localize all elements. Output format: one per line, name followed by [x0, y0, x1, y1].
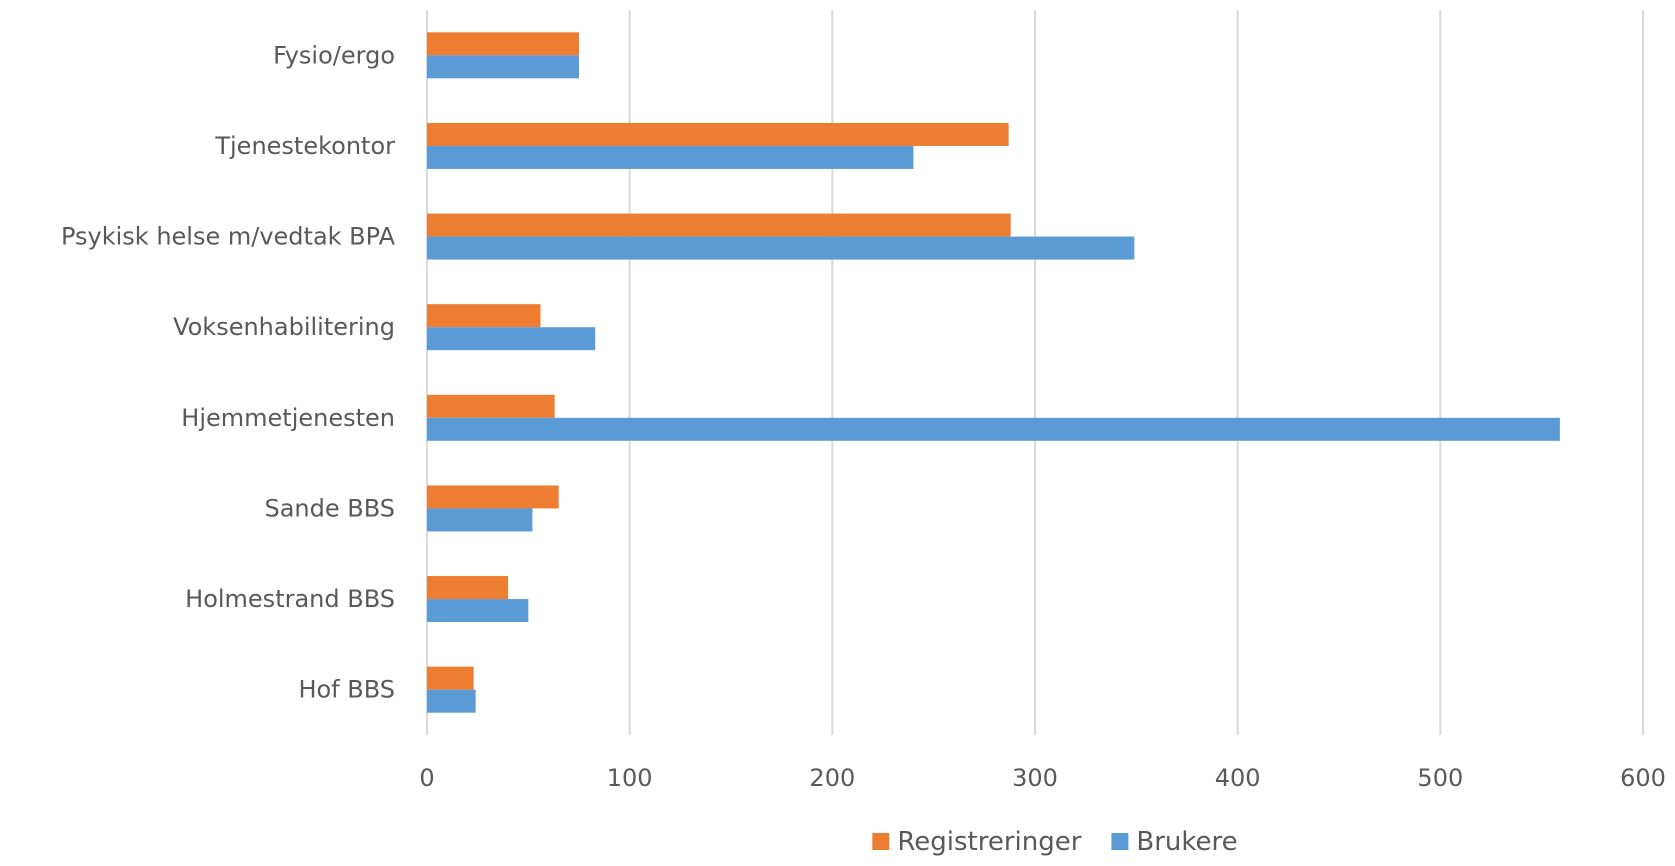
bar-brukere: [427, 689, 476, 713]
bar-brukere: [427, 417, 1560, 441]
bar-brukere: [427, 327, 596, 351]
bar-registreringer: [427, 485, 559, 509]
bar-registreringer: [427, 666, 474, 690]
legend-label-brukere: Brukere: [1136, 827, 1237, 857]
category-label: Fysio/ergo: [273, 41, 395, 69]
category-label: Tjenestekontor: [214, 132, 395, 160]
category-label: Holmestrand BBS: [185, 585, 395, 613]
category-labels: Fysio/ergo Tjenestekontor Psykisk helse m/…: [61, 41, 396, 703]
x-tick-label: 600: [1620, 764, 1666, 792]
x-tick-label: 500: [1417, 764, 1463, 792]
legend-swatch-registreringer: [872, 833, 890, 850]
legend: Registreringer Brukere: [872, 827, 1238, 857]
category-label: Hjemmetjenesten: [181, 404, 395, 432]
x-tick-label: 300: [1012, 764, 1058, 792]
bar-registreringer: [427, 213, 1011, 237]
category-label: Psykisk helse m/vedtak BPA: [61, 223, 396, 251]
bar-brukere: [427, 55, 579, 79]
x-tick-label: 400: [1215, 764, 1261, 792]
bar-registreringer: [427, 32, 579, 56]
bar-registreringer: [427, 122, 1009, 146]
x-tick-labels: 0 100 200 300 400 500 600: [419, 764, 1666, 792]
bar-brukere: [427, 599, 529, 623]
category-label: Sande BBS: [264, 494, 395, 522]
bar-brukere: [427, 145, 914, 169]
legend-swatch-brukere: [1111, 833, 1129, 850]
x-tick-label: 100: [607, 764, 653, 792]
x-tick-label: 0: [419, 764, 434, 792]
bar-brukere: [427, 236, 1135, 260]
category-label: Voksenhabilitering: [173, 313, 395, 341]
gridlines: [426, 10, 1644, 735]
x-tick-label: 200: [809, 764, 855, 792]
category-label: Hof BBS: [298, 676, 395, 704]
bar-registreringer: [427, 576, 509, 600]
bar-registreringer: [427, 394, 555, 418]
legend-label-registreringer: Registreringer: [897, 827, 1081, 857]
bars: [427, 32, 1560, 713]
bar-registreringer: [427, 304, 541, 328]
bar-brukere: [427, 508, 533, 532]
